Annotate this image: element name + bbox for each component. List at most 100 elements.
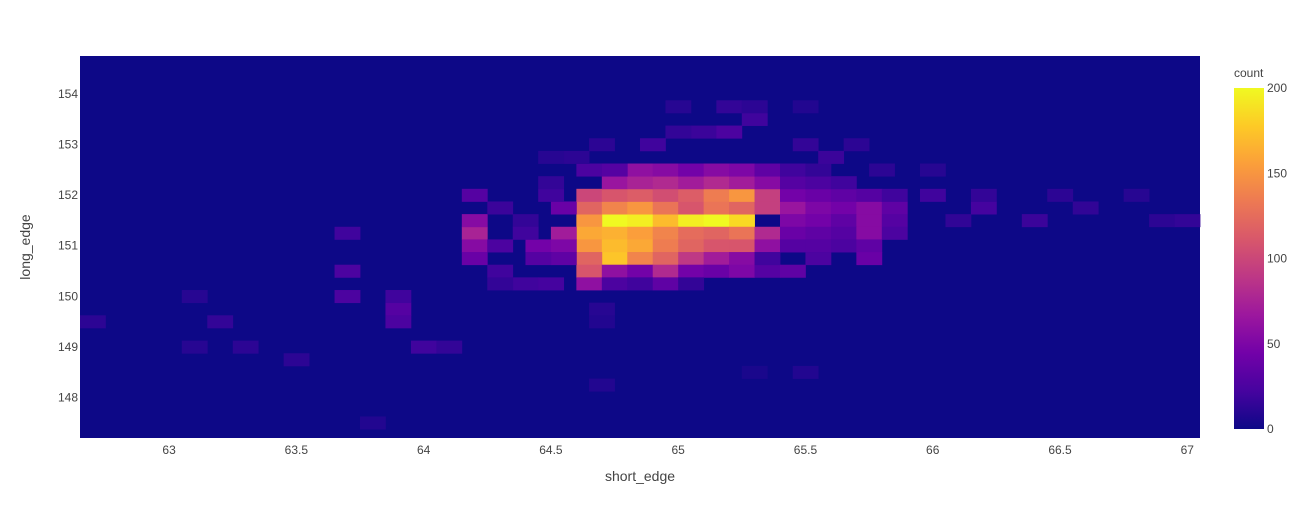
heatmap-cell: [830, 176, 857, 190]
heatmap-cell: [780, 264, 806, 278]
y-tick-label: 148: [58, 391, 78, 405]
heatmap-cell: [780, 201, 806, 215]
heatmap-cell: [1123, 188, 1150, 202]
heatmap-cell: [729, 252, 755, 266]
heatmap-cell: [232, 340, 259, 354]
heatmap-cell: [334, 226, 361, 240]
heatmap-cell: [729, 188, 755, 202]
heatmap-cell: [627, 214, 654, 228]
heatmap-cell: [754, 239, 781, 253]
heatmap-cell: [576, 163, 603, 177]
heatmap-cell: [805, 163, 832, 177]
heatmap-cell: [652, 239, 679, 253]
heatmap-cell: [601, 201, 628, 215]
x-tick-label: 63: [162, 443, 176, 457]
heatmap-cell: [589, 302, 615, 316]
colorbar-tick-label: 100: [1267, 252, 1287, 266]
colorbar-tick-label: 150: [1267, 166, 1287, 180]
x-tick-label: 66.5: [1048, 443, 1072, 457]
heatmap-cell: [207, 315, 234, 329]
y-tick-label: 150: [58, 289, 78, 303]
heatmap-cell: [601, 264, 628, 278]
heatmap-cell: [360, 416, 386, 430]
heatmap-cell: [780, 239, 806, 253]
heatmap-cell: [678, 201, 705, 215]
heatmap-cell: [538, 188, 565, 202]
heatmap-cell: [601, 214, 628, 228]
heatmap-cell: [856, 188, 883, 202]
heatmap-cell: [512, 226, 539, 240]
heatmap-cell: [487, 201, 514, 215]
heatmap-cell: [780, 176, 806, 190]
heatmap-cell: [601, 163, 628, 177]
colorbar-ticks: 0 50 100 150 200: [1267, 81, 1287, 436]
heatmap-cell: [792, 100, 819, 114]
x-tick-label: 65.5: [794, 443, 818, 457]
y-tick-label: 154: [58, 87, 78, 101]
heatmap-cell: [805, 239, 832, 253]
heatmap-cell: [665, 100, 692, 114]
heatmap-cell: [920, 188, 946, 202]
heatmap-cell: [678, 214, 705, 228]
heatmap-cell: [830, 188, 857, 202]
heatmap-cell: [729, 214, 755, 228]
heatmap-cell: [525, 252, 552, 266]
y-axis-ticks: 148 149 150 151 152 153 154: [58, 87, 78, 405]
heatmap-cell: [678, 239, 705, 253]
heatmap-cell: [830, 239, 857, 253]
heatmap-cell: [601, 277, 628, 291]
heatmap-cell: [856, 214, 883, 228]
heatmap-cell: [80, 315, 106, 329]
colorbar-tick-label: 200: [1267, 81, 1287, 95]
heatmap-cell: [780, 188, 806, 202]
heatmap-cell: [678, 226, 705, 240]
colorbar-tick-label: 0: [1267, 422, 1274, 436]
heatmap-cell: [576, 226, 603, 240]
heatmap-cell: [818, 150, 845, 164]
heatmap-cell: [410, 340, 437, 354]
heatmap-cell: [703, 264, 730, 278]
heatmap-cell: [780, 163, 806, 177]
heatmap-cell: [703, 188, 730, 202]
heatmap-cell: [945, 214, 972, 228]
heatmap-cell: [512, 277, 539, 291]
heatmap-cell: [601, 188, 628, 202]
heatmap-cell: [525, 239, 552, 253]
heatmap-cell: [601, 239, 628, 253]
heatmap-cell: [652, 163, 679, 177]
heatmap-cell: [792, 365, 819, 379]
heatmap-cell: [678, 252, 705, 266]
heatmap-cell: [652, 214, 679, 228]
heatmap-cell: [627, 188, 654, 202]
heatmap-cell: [754, 176, 781, 190]
heatmap-cell: [487, 277, 514, 291]
colorbar-tick-label: 50: [1267, 337, 1281, 351]
heatmap-cell: [576, 277, 603, 291]
heatmap-cell: [627, 277, 654, 291]
heatmap-cell: [652, 252, 679, 266]
heatmap-cell: [843, 138, 870, 152]
x-tick-label: 66: [926, 443, 940, 457]
heatmap-cell: [589, 315, 615, 329]
heatmap-cell: [1174, 214, 1201, 228]
heatmap-cell: [550, 239, 577, 253]
heatmap-cell: [754, 188, 781, 202]
x-tick-label: 65: [672, 443, 686, 457]
heatmap-cell: [576, 252, 603, 266]
heatmap-cell: [703, 214, 730, 228]
heatmap-cell: [741, 365, 768, 379]
heatmap-cell: [805, 214, 832, 228]
heatmap-cell: [627, 201, 654, 215]
heatmap-cell: [627, 239, 654, 253]
x-tick-label: 63.5: [285, 443, 309, 457]
heatmap-cell: [754, 264, 781, 278]
heatmap-cell: [461, 252, 488, 266]
heatmap-cell: [856, 239, 883, 253]
heatmap-cell: [729, 226, 755, 240]
heatmap-cell: [1149, 214, 1175, 228]
heatmap-cell: [652, 226, 679, 240]
heatmap-cell: [576, 264, 603, 278]
heatmap-cell: [830, 214, 857, 228]
heatmap-cell: [538, 150, 565, 164]
